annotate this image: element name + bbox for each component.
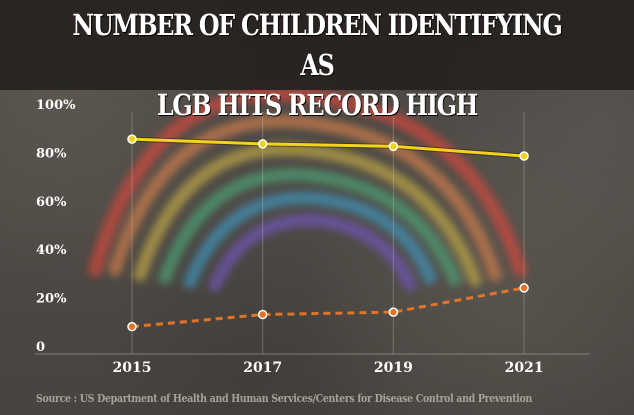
data-point	[127, 134, 137, 144]
title-line-2: LGB HITS RECORD HIGH	[156, 88, 478, 122]
data-point	[519, 151, 529, 161]
y-tick-label: 40%	[36, 243, 67, 258]
title-banner: NUMBER OF CHILDREN IDENTIFYING AS LGB HI…	[0, 0, 634, 122]
title-line-1: NUMBER OF CHILDREN IDENTIFYING AS	[72, 8, 562, 82]
data-point	[388, 141, 399, 152]
x-tick-label: 2019	[374, 360, 413, 376]
rainbow-decoration	[88, 86, 527, 292]
chart-title: NUMBER OF CHILDREN IDENTIFYING AS LGB HI…	[57, 5, 577, 125]
series-line-orange	[127, 283, 529, 332]
x-tick-label: 2015	[113, 360, 152, 376]
data-point	[519, 283, 529, 293]
y-tick-label: 80%	[36, 146, 67, 161]
x-tick-label: 2021	[505, 360, 544, 376]
y-tick-label: 20%	[36, 292, 67, 307]
y-axis-ticks: 0 20% 40% 60% 80% 100%	[36, 98, 76, 355]
data-point	[388, 307, 399, 317]
x-tick-label: 2017	[243, 360, 282, 376]
y-tick-label: 100%	[36, 98, 76, 113]
data-series	[127, 134, 529, 332]
source-note: Source : US Department of Health and Hum…	[36, 392, 533, 405]
data-point	[257, 139, 268, 149]
y-tick-label: 0	[36, 340, 45, 355]
data-point	[257, 309, 268, 320]
series-line-yellow	[127, 134, 529, 161]
data-point	[127, 321, 137, 332]
x-axis-ticks: 2015 2017 2019 2021	[113, 360, 544, 376]
y-tick-label: 60%	[36, 195, 67, 210]
